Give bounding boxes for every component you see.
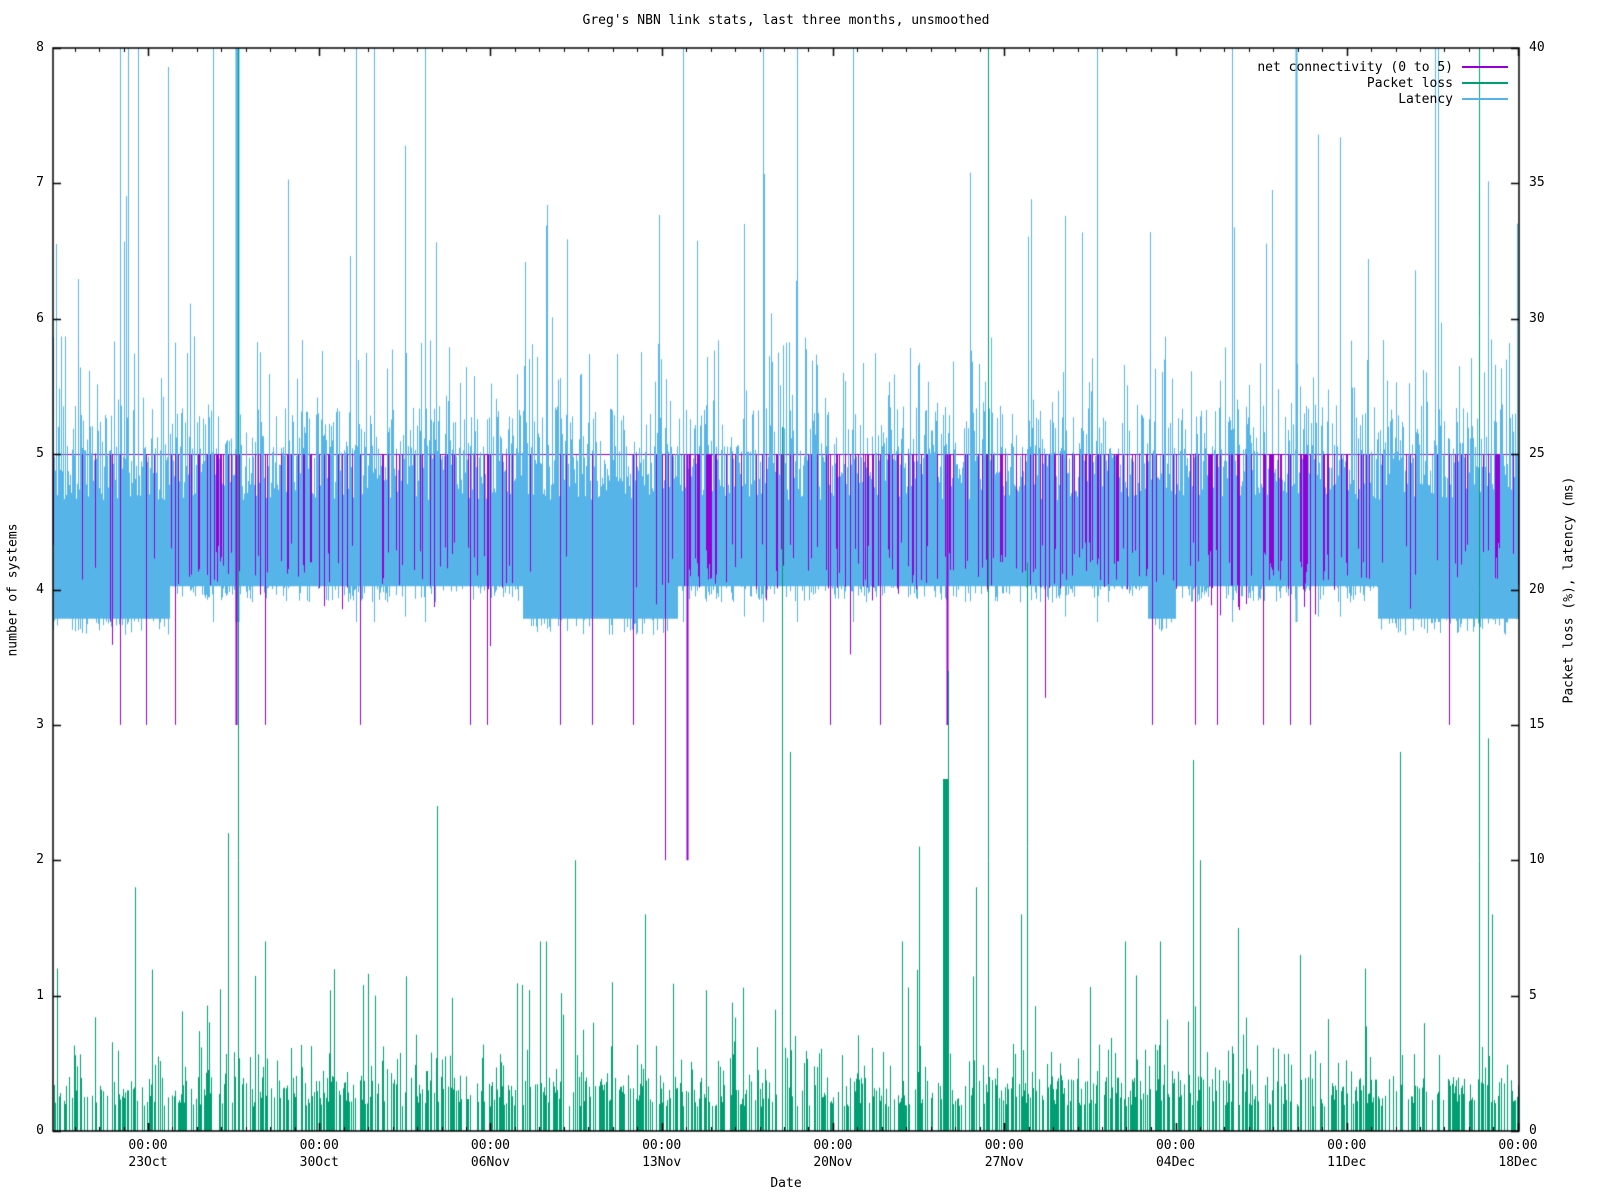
y-right-tick-label: 25 — [1529, 446, 1545, 462]
chart-title: Greg's NBN link stats, last three months… — [582, 13, 990, 28]
x-tick-label: 00:00 30Oct — [299, 1138, 339, 1170]
y-left-tick-label: 0 — [36, 1123, 44, 1138]
y-left-tick-label: 5 — [36, 446, 44, 462]
legend-label: net connectivity (0 to 5) — [1257, 59, 1453, 75]
x-tick-label: 00:00 04Dec — [1155, 1138, 1196, 1170]
legend-item: Packet loss — [1257, 75, 1508, 91]
legend: net connectivity (0 to 5) Packet loss Late… — [1257, 59, 1508, 107]
legend-item: Latency — [1257, 91, 1508, 107]
x-tick-label: 00:00 23Oct — [128, 1138, 168, 1170]
y-left-tick-label: 8 — [36, 40, 44, 55]
y-right-tick-label: 10 — [1529, 852, 1545, 868]
y-left-tick-label: 7 — [36, 175, 44, 191]
legend-label: Packet loss — [1366, 75, 1453, 91]
y-right-tick-label: 5 — [1529, 987, 1537, 1003]
x-tick-label: 00:00 27Nov — [984, 1138, 1024, 1170]
legend-swatch — [1462, 82, 1508, 84]
x-tick-label: 00:00 18Dec — [1498, 1138, 1538, 1170]
x-axis-label: Date — [770, 1176, 802, 1191]
y-left-tick-label: 3 — [36, 716, 44, 732]
y-left-tick-label: 1 — [36, 987, 44, 1003]
y-right-tick-label: 35 — [1529, 175, 1545, 191]
x-tick-label: 00:00 13Nov — [642, 1138, 682, 1170]
y-right-tick-label: 0 — [1529, 1123, 1537, 1138]
x-tick-label: 00:00 06Nov — [470, 1138, 511, 1170]
legend-label: Latency — [1398, 91, 1453, 107]
legend-swatch — [1462, 66, 1508, 68]
y-left-tick-label: 6 — [36, 310, 44, 326]
legend-item: net connectivity (0 to 5) — [1257, 59, 1508, 75]
y-right-tick-label: 15 — [1529, 716, 1545, 732]
y-left-tick-label: 4 — [36, 581, 44, 597]
legend-swatch — [1462, 98, 1508, 100]
y-left-tick-label: 2 — [36, 852, 44, 868]
x-tick-label: 00:00 11Dec — [1327, 1138, 1367, 1170]
y-right-tick-label: 40 — [1529, 40, 1545, 55]
x-tick-label: 00:00 20Nov — [813, 1138, 853, 1170]
y-right-tick-label: 20 — [1529, 581, 1545, 597]
y-right-tick-label: 30 — [1529, 310, 1545, 326]
